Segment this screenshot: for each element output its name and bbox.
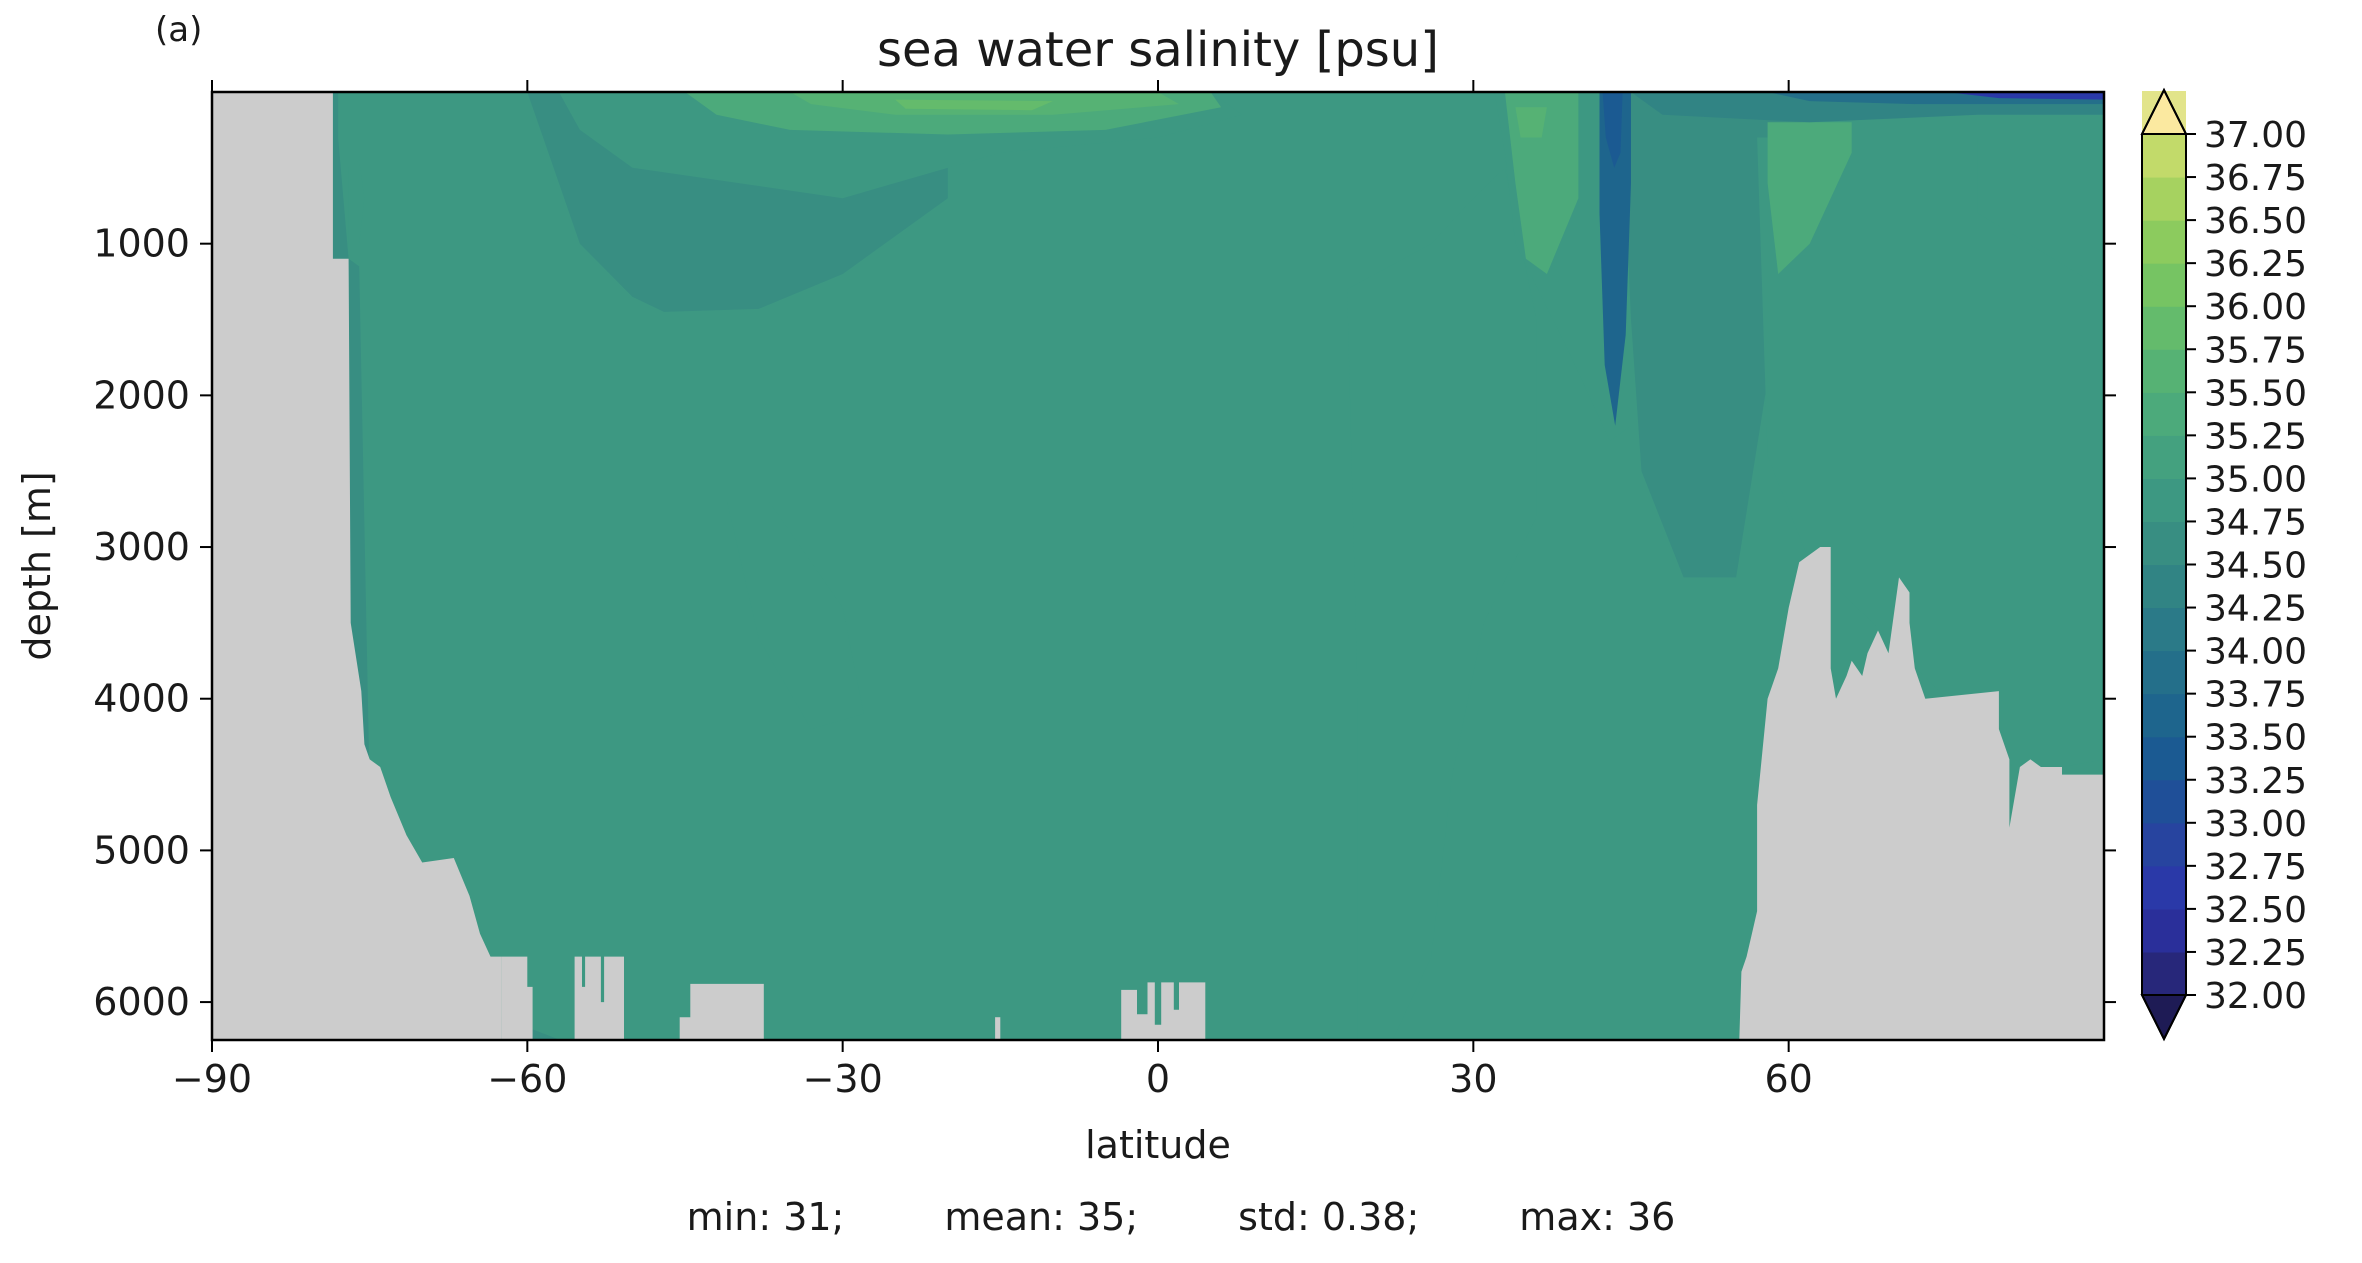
colorbar-swatch [2142, 349, 2186, 393]
salinity-region-14 [1599, 92, 1631, 426]
colorbar-swatch [2142, 564, 2186, 609]
colorbar-swatch [2142, 693, 2186, 738]
colorbar-tick-label: 33.00 [2204, 804, 2307, 845]
x-tick-label: −60 [487, 1057, 567, 1101]
colorbar-tick-label: 33.75 [2204, 675, 2307, 716]
land-mask-6 [1121, 982, 1206, 1040]
salinity-region-17 [1767, 122, 1852, 274]
salinity-region-20 [1946, 92, 2104, 100]
land-mask-3 [574, 956, 624, 1040]
x-tick-label: 60 [1764, 1057, 1812, 1101]
colorbar-tick-label: 34.50 [2204, 546, 2307, 587]
colorbar-swatch [2142, 392, 2186, 436]
colorbar-swatch [2142, 865, 2186, 910]
panel-label: (a) [155, 10, 203, 50]
colorbar: 32.0032.2532.5032.7533.0033.2533.5033.75… [2140, 87, 2307, 1042]
colorbar-swatch [2142, 478, 2186, 522]
colorbar-extend-min [2140, 994, 2188, 1042]
colorbar-swatch [2142, 435, 2186, 479]
chart-title: sea water salinity [psu] [877, 22, 1439, 78]
colorbar-tick-label: 32.75 [2204, 847, 2307, 888]
colorbar-swatch [2142, 650, 2186, 695]
colorbar-tick-label: 36.25 [2204, 244, 2307, 285]
salinity-region-9 [1347, 167, 1537, 1040]
x-axis-label: latitude [1085, 1123, 1231, 1167]
colorbar-swatch [2142, 134, 2186, 178]
colorbar-tick-label: 34.25 [2204, 589, 2307, 630]
colorbar-tick-label: 35.50 [2204, 373, 2307, 414]
land-mask-1 [212, 92, 502, 1040]
stat-std: std: 0.38; [1238, 1195, 1420, 1239]
colorbar-swatch [2142, 220, 2186, 264]
salinity-region-7 [895, 99, 1053, 111]
x-tick-label: −90 [172, 1057, 252, 1101]
colorbar-tick-label: 36.75 [2204, 158, 2307, 199]
colorbar-swatch [2142, 263, 2186, 307]
colorbar-swatch [2142, 177, 2186, 221]
colorbar-tick-label: 34.00 [2204, 632, 2307, 673]
stat-min: min: 31; [686, 1195, 845, 1239]
colorbar-tick-label: 35.25 [2204, 416, 2307, 457]
colorbar-tick-label: 35.75 [2204, 330, 2307, 371]
colorbar-tick-label: 36.00 [2204, 287, 2307, 328]
y-axis-label: depth [m] [15, 471, 59, 660]
salinity-region-8 [727, 501, 864, 730]
salinity-field [212, 92, 2104, 1040]
colorbar-tick-label: 32.50 [2204, 890, 2307, 931]
salinity-region-16 [1757, 137, 2104, 775]
x-tick-label: −30 [803, 1057, 883, 1101]
y-tick-label: 6000 [93, 980, 190, 1024]
y-tick-label: 1000 [93, 222, 190, 266]
colorbar-swatch [2142, 779, 2186, 824]
y-tick-label: 3000 [93, 525, 190, 569]
stat-max: max: 36 [1519, 1195, 1676, 1239]
colorbar-swatch [2142, 908, 2186, 953]
x-axis: −90 −60 −30 0 30 60 [172, 80, 1813, 1101]
salinity-region-12 [1515, 107, 1547, 138]
land-mask-4 [679, 983, 764, 1040]
y-tick-label: 4000 [93, 677, 190, 721]
x-tick-label: 0 [1146, 1057, 1170, 1101]
summary-stats: min: 31; mean: 35; std: 0.38; max: 36 [0, 1195, 2362, 1239]
colorbar-swatch [2142, 521, 2186, 566]
colorbar-tick-label: 35.00 [2204, 459, 2307, 500]
land-mask-7 [1739, 547, 2104, 1040]
land-mask-2 [501, 956, 533, 1040]
stat-mean: mean: 35; [944, 1195, 1139, 1239]
colorbar-tick-label: 37.00 [2204, 115, 2307, 156]
colorbar-swatch [2142, 306, 2186, 350]
colorbar-tick-label: 32.25 [2204, 933, 2307, 974]
colorbar-tick-label: 32.00 [2204, 976, 2307, 1017]
colorbar-tick-label: 33.25 [2204, 761, 2307, 802]
colorbar-swatch [2142, 822, 2186, 867]
salinity-region-15 [1602, 92, 1623, 168]
colorbar-tick-label: 34.75 [2204, 502, 2307, 543]
x-tick-label: 30 [1449, 1057, 1497, 1101]
salinity-region-2 [348, 160, 365, 259]
colorbar-tick-label: 33.50 [2204, 718, 2307, 759]
colorbar-tick-label: 36.50 [2204, 201, 2307, 242]
y-tick-label: 5000 [93, 828, 190, 872]
colorbar-swatch [2142, 736, 2186, 781]
y-tick-label: 2000 [93, 373, 190, 417]
y-axis: 1000 2000 3000 4000 5000 6000 [93, 222, 2116, 1024]
land-mask-5 [995, 1017, 1001, 1040]
colorbar-swatch [2142, 952, 2186, 996]
colorbar-swatch [2142, 607, 2186, 652]
